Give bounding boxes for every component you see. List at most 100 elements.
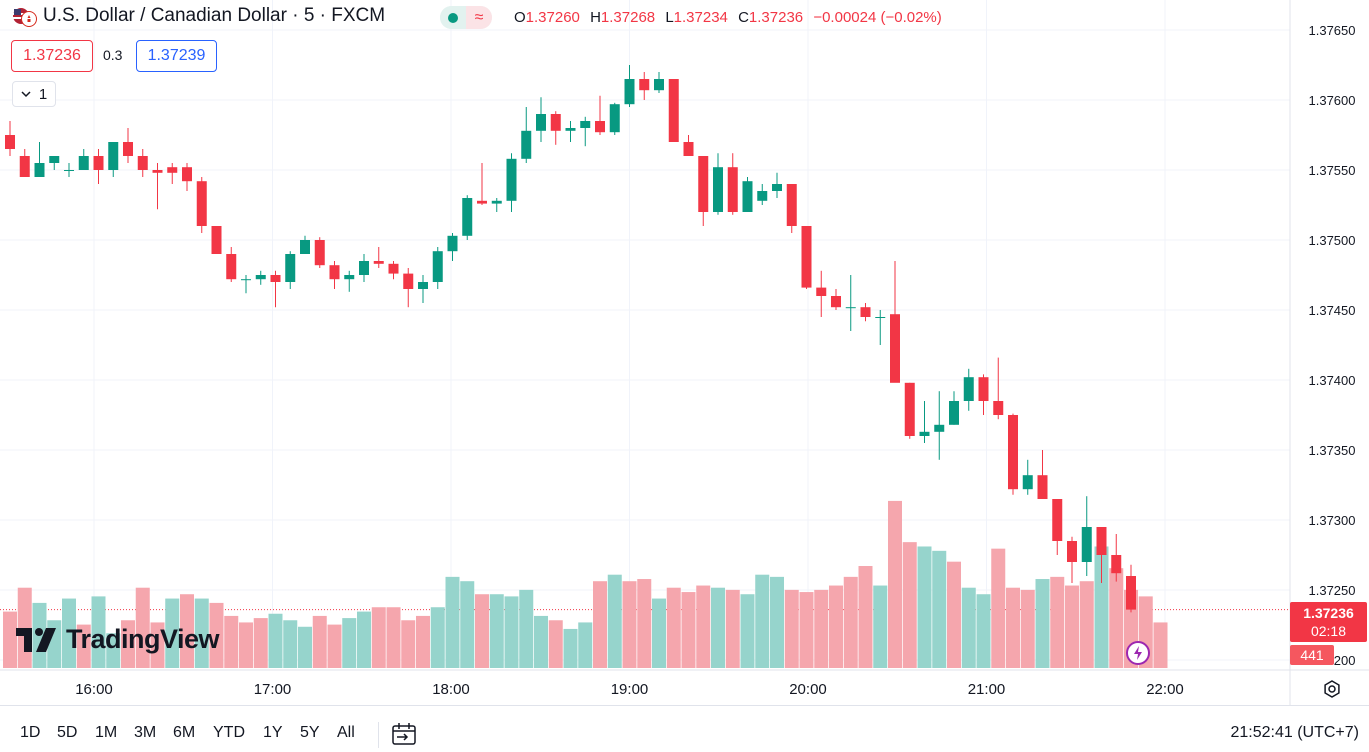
candle-body [388,263,399,274]
volume-bar [843,576,858,668]
y-tick-label: 1.37650 [1309,23,1356,38]
y-tick-label: 1.37550 [1309,163,1356,178]
candle-body [49,156,60,163]
candle-body [816,287,827,296]
last-price-tag: 1.37236 02:18 [1290,602,1367,642]
range-5d-button[interactable]: 5D [57,724,78,741]
volume-bar [106,633,121,668]
candle-body [993,401,1004,415]
price-chart[interactable]: 1.37650 1.37600 1.37550 1.37500 1.37450 1.374… [0,0,1369,705]
candle-body [167,167,178,173]
candle-body [255,275,266,280]
range-1y-button[interactable]: 1Y [263,724,283,741]
candle-body [934,424,945,432]
candle-body [462,198,473,236]
tradingview-logo[interactable]: TradingView [16,624,220,655]
x-tick-label: 18:00 [432,681,470,698]
symbol-title[interactable]: U.S. Dollar / Canadian Dollar · 5 · FXCM [43,5,386,26]
volume-bar [711,587,725,668]
candle-body [344,275,355,280]
range-1m-button[interactable]: 1M [95,724,118,741]
volume-bar [784,589,799,668]
range-5y-button[interactable]: 5Y [300,724,320,741]
volume-bar [504,596,519,668]
volume-bar [342,618,357,668]
candle-body [683,142,694,156]
candle-body [1126,576,1136,610]
x-tick-label: 19:00 [611,681,649,698]
candle-body [285,254,296,282]
candle-body [609,104,620,133]
market-open-icon[interactable] [440,6,466,29]
chart-grid [0,0,1369,705]
volume-tag-value: 441 [1300,647,1324,663]
candle-body [860,307,871,317]
candle-body [772,184,782,191]
candle-body [1022,475,1033,490]
x-tick-label: 16:00 [75,681,113,698]
candle-body [196,181,207,226]
candle-body [241,279,251,281]
candle-body [270,275,281,282]
volume-bar [460,581,475,668]
volume-bar [829,585,843,668]
volume-bar [1035,579,1050,668]
volume-bar [1006,587,1020,668]
indicators-toggle[interactable]: 1 [12,81,56,107]
candle-body [668,79,679,142]
candle-body [1111,555,1122,574]
candle-body [713,167,723,212]
volume-bar [371,607,386,668]
candle-body [875,317,886,318]
volume-bar [327,624,342,668]
candle-body [93,156,104,170]
sell-button[interactable]: 1.37236 [11,40,93,72]
volume-bar [268,613,283,668]
candle-body [1037,475,1048,499]
volume-bar [799,592,814,668]
time-axis: 16:00 17:00 18:00 19:00 20:00 21:00 22:00 [75,681,1184,698]
volume-bar [961,587,976,668]
open-label: O [514,9,526,26]
candle-body [654,79,664,91]
flash-icon[interactable] [1125,640,1151,666]
volume-bar [622,581,637,668]
candle-body [978,377,989,401]
candle-body [595,121,605,133]
range-all-button[interactable]: All [337,724,355,741]
range-6m-button[interactable]: 6M [173,724,196,741]
approx-data-icon[interactable]: ≈ [466,6,492,29]
candle-body [418,282,428,289]
range-1d-button[interactable]: 1D [20,724,41,741]
price-axis: 1.37650 1.37600 1.37550 1.37500 1.37450 1.374… [1309,23,1356,668]
y-tick-label: 1.37250 [1309,583,1356,598]
candle-body [123,142,133,156]
volume-bar [534,615,548,668]
volume-bar [873,585,888,668]
range-3m-button[interactable]: 3M [134,724,157,741]
range-ytd-button[interactable]: YTD [213,724,245,741]
volume-bar [253,618,268,668]
market-status-pill[interactable]: ≈ [440,6,492,29]
candle-body [211,226,222,254]
candle-body [137,156,148,170]
chart-settings-icon[interactable] [1322,679,1342,699]
date-range-icon[interactable] [391,722,417,746]
candle-body [580,121,591,128]
volume-bar [489,594,504,668]
candle-body [5,135,15,149]
candle-body [314,240,325,266]
volume-bar [725,589,740,668]
buy-button[interactable]: 1.37239 [136,40,217,72]
y-tick-label: 1.37300 [1309,513,1356,528]
candle-body [1067,541,1077,562]
volume-bar [239,622,253,668]
candle-body [536,114,546,131]
volume-bar [386,607,401,668]
candle-body [890,314,900,383]
candle-body [919,431,930,436]
indicators-count: 1 [38,85,48,103]
candle-body [727,167,738,212]
timezone-clock[interactable]: 21:52:41 (UTC+7) [1230,724,1359,741]
bottom-toolbar: 1D 5D 1M 3M 6M YTD 1Y 5Y All 21:52:41 (U… [0,705,1369,752]
